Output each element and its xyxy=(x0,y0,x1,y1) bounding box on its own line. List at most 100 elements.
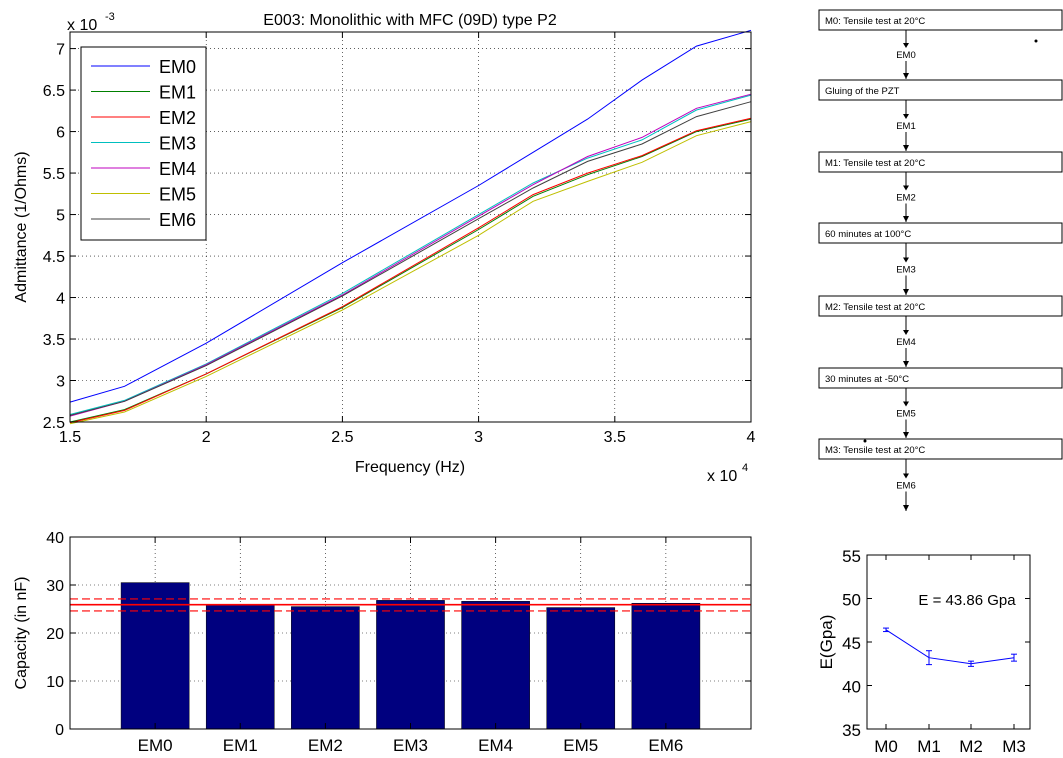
series-line-em6 xyxy=(69,101,752,416)
flow-arrowhead xyxy=(903,330,909,335)
y-tick-label: 4 xyxy=(56,291,65,308)
legend-label-em5: EM5 xyxy=(159,185,196,205)
error-bar-m0 xyxy=(883,627,889,633)
y-tick-label: 10 xyxy=(46,674,64,691)
x-exponent-power: 4 xyxy=(742,462,748,474)
process-flowchart: M0: Tensile test at 20°C Gluing of the PZ… xyxy=(818,9,1063,511)
x-tick-label: EM0 xyxy=(138,736,173,755)
legend-label-em2: EM2 xyxy=(159,108,196,128)
flow-step-label: 60 minutes at 100°C xyxy=(825,229,911,240)
y-tick-label: 2.5 xyxy=(43,415,65,432)
modulus-annotation: E = 43.86 Gpa xyxy=(918,592,1016,609)
series-line-em2 xyxy=(69,117,752,424)
x-tick-label: 3.5 xyxy=(604,429,626,446)
y-tick-label: 40 xyxy=(46,530,64,547)
flow-arrowhead xyxy=(903,73,909,79)
x-tick-label: M0 xyxy=(874,737,898,756)
y-tick-label: 3.5 xyxy=(43,332,65,349)
y-tick-label: 5.5 xyxy=(43,166,65,183)
error-bar-m2 xyxy=(968,660,974,667)
bar-em2 xyxy=(291,606,360,730)
flow-step: Gluing of the PZT xyxy=(818,79,1063,101)
flow-arrowhead xyxy=(903,289,909,295)
bar-em3 xyxy=(376,600,445,730)
flow-arrowhead xyxy=(903,505,909,511)
y-tick-label: 3 xyxy=(56,374,65,391)
modulus-line xyxy=(885,629,1015,665)
flow-step-label: M2: Tensile test at 20°C xyxy=(825,302,925,313)
x-tick-label: M2 xyxy=(959,737,983,756)
x-tick-label: 4 xyxy=(747,429,756,446)
flow-step-box xyxy=(818,367,1063,389)
y-tick-label: 5 xyxy=(56,208,65,225)
bar-em4 xyxy=(461,601,530,730)
flow-arrowhead xyxy=(903,432,909,438)
x-tick-label: EM3 xyxy=(393,736,428,755)
series-line-em5 xyxy=(69,121,752,425)
flow-transition: EM4 xyxy=(896,316,916,367)
plot-frame xyxy=(866,554,1031,730)
flow-transition-label: EM4 xyxy=(896,337,916,348)
flow-arrowhead xyxy=(903,257,909,263)
flow-transition: EM2 xyxy=(896,172,916,222)
flow-arrowhead xyxy=(903,43,909,48)
flow-arrowhead xyxy=(903,473,909,479)
flow-transition-label: EM0 xyxy=(896,50,916,61)
flow-transition: EM1 xyxy=(896,100,916,151)
y-axis-label: Capacity (in nF) xyxy=(13,577,30,690)
bar-em6 xyxy=(631,602,701,730)
legend-label-em4: EM4 xyxy=(159,159,196,179)
y-tick-label: 20 xyxy=(46,626,64,643)
plot-frame xyxy=(69,31,752,423)
bar-em5 xyxy=(546,607,616,730)
flow-step: M0: Tensile test at 20°C xyxy=(818,9,1063,31)
x-tick-label: EM6 xyxy=(648,736,683,755)
flow-transition-label: EM1 xyxy=(896,121,916,132)
chart-title: E003: Monolithic with MFC (09D) type P2 xyxy=(263,12,557,29)
flow-transition: EM5 xyxy=(896,388,916,438)
flow-step-label: M0: Tensile test at 20°C xyxy=(825,16,925,27)
flow-step-box xyxy=(818,151,1063,173)
x-axis-label: Frequency (Hz) xyxy=(355,459,465,476)
series-line-em0 xyxy=(69,29,752,403)
flow-arrowhead xyxy=(903,361,909,367)
flow-step-label: 30 minutes at -50°C xyxy=(825,374,909,385)
y-tick-label: 6 xyxy=(56,125,65,142)
flow-step-box xyxy=(818,222,1063,244)
flow-transition-label: EM3 xyxy=(896,265,916,276)
flow-arrowhead xyxy=(903,185,909,191)
modulus-chart: 35 40 45 50 55 M0 M1 M2 M3 E = 43.86 Gpa E(Gpa) xyxy=(817,547,1031,756)
x-exponent-base: x 10 xyxy=(707,468,737,485)
y-tick-label: 35 xyxy=(842,721,861,740)
marker-dot xyxy=(1034,39,1038,43)
flow-transition-label: EM6 xyxy=(896,481,916,492)
error-bar-m3 xyxy=(1011,653,1017,662)
x-tick-label: 1.5 xyxy=(59,429,81,446)
marker-dot xyxy=(863,439,867,443)
y-tick-label: 50 xyxy=(842,591,861,610)
y-tick-label: 0 xyxy=(55,722,64,739)
flow-arrowhead xyxy=(903,216,909,222)
admittance-chart: 1.5 2 2.5 3 3.5 4 2.5 3 3.5 4 4.5 5 5.5 6 6.5 7 E003: Mo… xyxy=(13,11,756,485)
flow-step: 30 minutes at -50°C xyxy=(818,367,1063,389)
y-tick-label: 30 xyxy=(46,578,64,595)
y-tick-label: 7 xyxy=(56,42,65,59)
x-tick-label: 2 xyxy=(202,429,211,446)
x-exponent: x 10 4 xyxy=(707,462,748,485)
x-tick-label: EM2 xyxy=(308,736,343,755)
legend-box xyxy=(80,46,207,241)
flow-step-box xyxy=(818,438,1063,460)
flow-transition: EM3 xyxy=(896,243,916,295)
capacity-chart: EM0 EM1 EM2 EM3 EM4 EM5 EM6 0 10 20 30 40 Capacity (… xyxy=(13,530,752,755)
flow-transition-label: EM2 xyxy=(896,193,916,204)
x-tick-label: M3 xyxy=(1002,737,1026,756)
y-tick-label: 40 xyxy=(842,678,861,697)
y-axis-label: Admittance (1/Ohms) xyxy=(13,151,30,302)
y-tick-label: 45 xyxy=(842,634,861,653)
flow-transition: EM6 xyxy=(896,459,916,511)
flow-step-box xyxy=(818,295,1063,317)
legend: EM0 EM1 EM2 EM3 EM4 EM5 EM6 xyxy=(80,46,207,241)
legend-label-em3: EM3 xyxy=(159,134,196,154)
flow-transition: EM0 xyxy=(896,30,916,79)
